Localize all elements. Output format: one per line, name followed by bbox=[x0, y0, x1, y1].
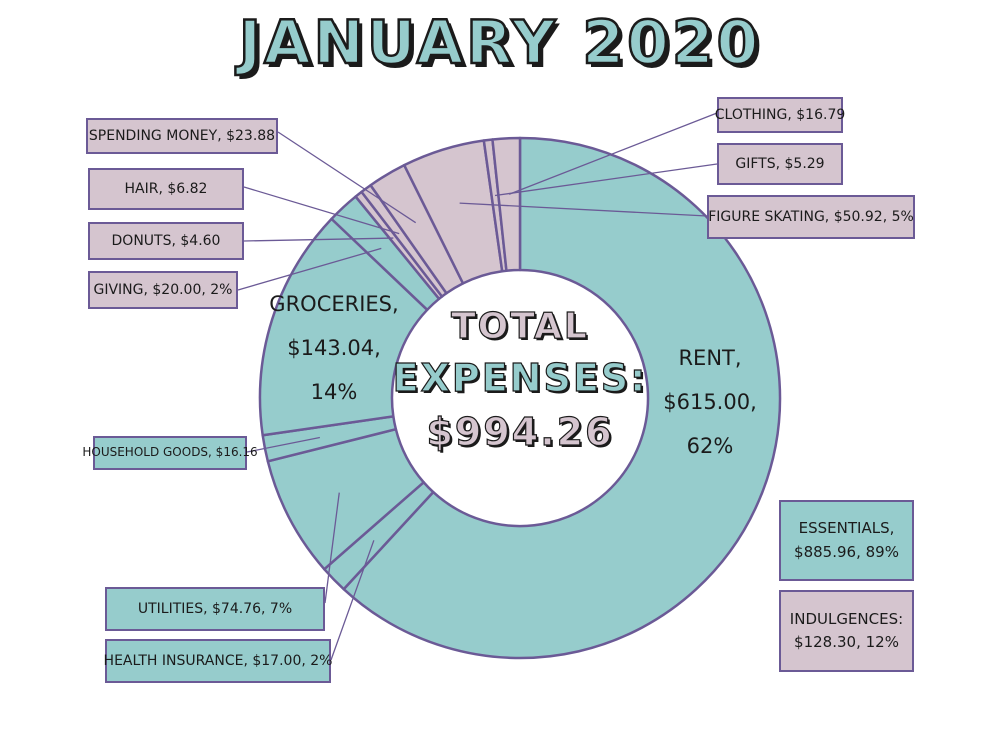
leader-line-clothing bbox=[508, 112, 718, 195]
callout-donuts: DONUTS, $4.60 bbox=[88, 222, 244, 260]
callout-clothing: CLOTHING, $16.79 bbox=[715, 97, 845, 133]
donut-slice-groceries bbox=[258, 217, 429, 437]
leader-line-spending-money bbox=[277, 131, 417, 224]
center-total-label: TOTAL bbox=[451, 305, 589, 347]
legend-indulgences: INDULGENCES: $128.30, 12% bbox=[779, 590, 914, 672]
leader-line-health-insurance bbox=[330, 540, 375, 661]
center-total-value: $994.26 bbox=[426, 409, 614, 454]
leader-line-donuts bbox=[243, 237, 394, 242]
callout-utilities: UTILITIES, $74.76, 7% bbox=[105, 587, 325, 631]
groceries-label: GROCERIES, $143.04, 14% bbox=[269, 292, 399, 404]
callout-giving: GIVING, $20.00, 2% bbox=[88, 271, 238, 309]
donut-slice-clothing bbox=[491, 136, 522, 272]
leader-line-household-goods bbox=[246, 436, 320, 453]
callout-spending-money: SPENDING MONEY, $23.88 bbox=[86, 118, 278, 154]
donut-slice-rent bbox=[342, 136, 782, 660]
leader-line-figure-skating bbox=[459, 202, 708, 217]
chart-title: JANUARY 2020 bbox=[237, 7, 762, 80]
leader-line-giving bbox=[237, 247, 382, 291]
callout-household-goods: HOUSEHOLD GOODS, $16.16 bbox=[82, 436, 258, 470]
callout-figure-skating: FIGURE SKATING, $50.92, 5% bbox=[707, 195, 915, 239]
legend-essentials: ESSENTIALS, $885.96, 89% bbox=[779, 500, 914, 581]
rent-label: RENT, $615.00, 62% bbox=[663, 346, 757, 458]
leader-line-gifts bbox=[494, 163, 718, 197]
center-expenses-label: EXPENSES: bbox=[392, 355, 648, 400]
callout-gifts: GIFTS, $5.29 bbox=[717, 143, 843, 185]
callout-hair: HAIR, $6.82 bbox=[88, 168, 244, 210]
leader-line-hair bbox=[243, 186, 400, 235]
callout-health-insurance: HEALTH INSURANCE, $17.00, 2% bbox=[104, 639, 332, 683]
leader-line-utilities bbox=[324, 492, 340, 604]
